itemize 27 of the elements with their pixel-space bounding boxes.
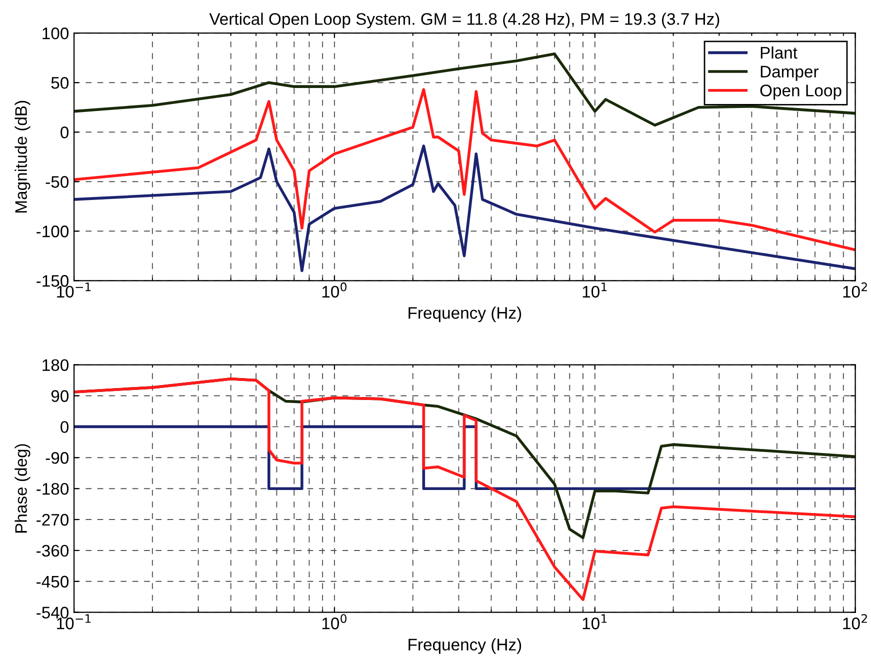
y-axis-title: Magnitude (dB) — [14, 100, 30, 212]
y-tick-label: -270 — [36, 514, 69, 526]
y-tick-label: 0 — [60, 421, 69, 433]
y-axis-title: Phase (deg) — [14, 444, 30, 533]
y-tick-label: 100 — [42, 28, 69, 40]
x-tick-label: 10$^{1}$ — [582, 614, 607, 630]
x-axis-title: Frequency (Hz) — [408, 638, 522, 654]
y-tick-label: -100 — [36, 226, 69, 238]
y-tick-label: 180 — [42, 359, 69, 372]
legend-label: Plant — [760, 46, 798, 59]
y-tick-label: 50 — [51, 77, 69, 89]
x-tick-label: 10$^{0}$ — [322, 282, 346, 298]
y-tick-label: -360 — [36, 544, 69, 557]
chart-title: Vertical Open Loop System. GM = 11.8 (4.28 Hz), PM = 19.3 (3.7 Hz) — [209, 12, 720, 28]
x-tick-label: 10$^{2}$ — [843, 614, 867, 630]
y-tick-label: -450 — [36, 576, 69, 588]
y-tick-label: 0 — [60, 126, 69, 138]
x-tick-label: 10$^{0}$ — [322, 614, 346, 630]
x-axis-title: Frequency (Hz) — [408, 306, 522, 322]
x-tick-label: 10$^{1}$ — [582, 282, 607, 298]
y-tick-label: -50 — [46, 176, 69, 188]
x-tick-label: 10$^{2}$ — [843, 282, 867, 298]
y-tick-label: 90 — [51, 390, 69, 402]
legend-label: Damper — [760, 66, 819, 81]
legend-label: Open Loop — [760, 84, 842, 100]
y-tick-label: -90 — [46, 452, 69, 464]
y-tick-label: -180 — [36, 482, 69, 495]
